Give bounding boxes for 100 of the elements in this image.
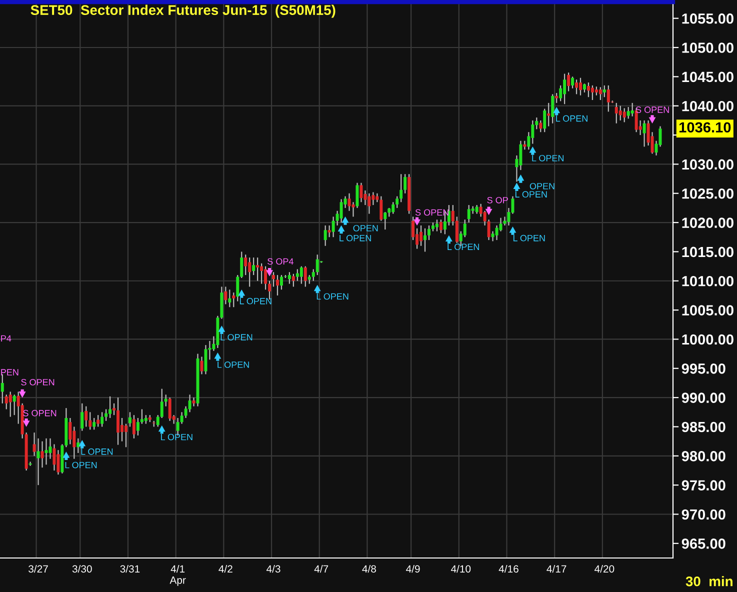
x-tick-label: 3/31 <box>120 564 140 573</box>
annotation: L OPEN <box>513 234 545 242</box>
x-tick-label: 4/17 <box>546 564 566 573</box>
annotation: L OPEN <box>532 154 564 162</box>
x-tick-label: 4/10 <box>450 564 471 573</box>
y-tick-label: 965.00 <box>682 538 726 549</box>
candlestick <box>372 192 375 206</box>
annotation: S OPEN <box>21 379 54 386</box>
candlestick <box>124 423 128 448</box>
y-tick-label: 1050.00 <box>682 42 734 53</box>
candlestick <box>479 203 482 218</box>
candlestick <box>112 402 116 416</box>
candlestick <box>324 224 327 246</box>
candlestick <box>555 92 558 104</box>
y-tick-label: 970.00 <box>682 509 726 520</box>
annotation: OPEN <box>353 224 378 232</box>
candlestick <box>280 274 283 290</box>
candlestick <box>547 102 550 127</box>
candlestick <box>296 268 299 282</box>
y-tick-label: 985.00 <box>682 422 726 432</box>
x-tick-label: 4/2 <box>218 564 232 573</box>
candlestick <box>404 174 407 194</box>
candlestick <box>100 412 104 428</box>
candlestick <box>276 274 279 296</box>
chart-title: SET50 Sector Index Futures Jun-15 (S50M15) <box>30 4 336 18</box>
annotation: PEN <box>1 369 18 376</box>
candlestick <box>132 414 136 439</box>
candlestick <box>96 414 100 428</box>
candlestick <box>622 108 626 123</box>
candlestick <box>531 120 534 144</box>
candlestick <box>630 102 634 117</box>
candlestick <box>188 394 192 413</box>
candlestick <box>192 397 196 407</box>
candlestick <box>88 412 92 430</box>
candlestick <box>244 254 248 276</box>
candlestick <box>618 105 622 121</box>
annotation: OPEN <box>530 182 554 190</box>
candlestick <box>551 94 554 124</box>
annotation: L OPEN <box>218 362 249 368</box>
candlestick <box>232 292 236 308</box>
candlestick <box>140 408 144 424</box>
annotation: L OPEN <box>340 234 371 242</box>
x-tick-label: 4/1 Apr <box>170 564 186 586</box>
x-tick-label: 3/27 <box>28 564 48 573</box>
candlestick <box>248 256 252 288</box>
candlestick <box>634 108 638 133</box>
candlestick <box>499 217 502 232</box>
y-tick-label: 990.00 <box>682 392 726 403</box>
candlestick <box>204 344 208 375</box>
candlestick <box>642 120 646 148</box>
candlestick <box>543 108 546 133</box>
candlestick <box>200 356 204 375</box>
candlestick <box>439 219 442 234</box>
candlestick <box>240 251 244 279</box>
candlestick <box>164 394 168 407</box>
y-tick-label: 1000.00 <box>682 334 734 345</box>
candlestick <box>602 84 606 98</box>
candlestick <box>392 202 395 214</box>
text: 30 min <box>686 576 732 586</box>
candlestick <box>256 256 260 282</box>
candlestick <box>340 198 343 224</box>
candlestick <box>104 408 108 422</box>
y-tick-label: 995.00 <box>682 363 726 374</box>
annotation: L OPEN <box>448 244 479 250</box>
candlestick <box>567 72 570 92</box>
candlestick <box>292 273 295 288</box>
candlestick <box>300 266 303 284</box>
annotation: S OP4 <box>268 258 294 265</box>
y-tick-label: 1025.00 <box>682 188 734 199</box>
candlestick <box>228 289 232 308</box>
candlestick <box>571 76 574 89</box>
y-tick-label: 1010.00 <box>682 276 734 286</box>
annotation: L OPEN <box>220 334 252 340</box>
candlestick <box>420 224 423 246</box>
x-tick-label: 4/16 <box>498 564 518 573</box>
candlestick <box>160 388 164 419</box>
candlestick <box>626 106 630 120</box>
candlestick <box>614 102 618 124</box>
candlestick <box>0 374 4 404</box>
candlestick <box>224 286 228 305</box>
annotation: L OPEN <box>81 448 113 455</box>
y-tick-label: 1020.00 <box>682 218 734 228</box>
candlestick <box>606 84 610 112</box>
candlestick <box>72 426 76 460</box>
candlestick <box>400 174 403 203</box>
x-tick-label: 4/3 <box>266 564 280 573</box>
candlestick <box>435 219 438 232</box>
candlestick <box>428 224 430 241</box>
candlestick <box>36 438 40 486</box>
candlestick <box>108 396 112 419</box>
candlestick <box>368 192 371 214</box>
y-tick-label: 1030.00 <box>682 159 734 170</box>
candlestick <box>396 196 399 209</box>
annotation: P4 <box>1 335 12 342</box>
annotation: L OPEN <box>316 293 348 300</box>
annotation: S OPEN <box>636 106 669 113</box>
y-tick-label: 975.00 <box>682 480 726 490</box>
candlestick <box>68 417 72 445</box>
candlestick <box>128 412 132 428</box>
candlestick <box>412 216 415 241</box>
